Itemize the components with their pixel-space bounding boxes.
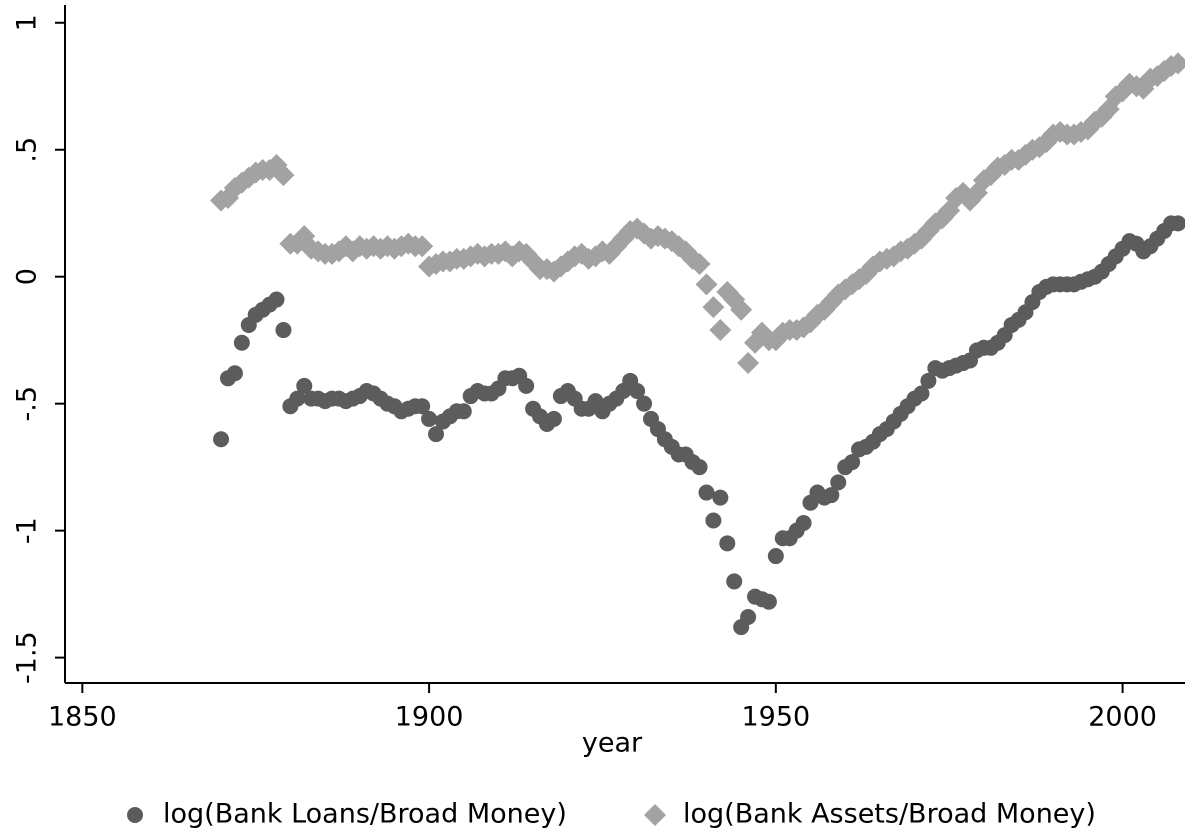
y-tick-label: -.5	[12, 386, 43, 422]
circle-marker	[455, 403, 472, 420]
diamond-marker	[702, 296, 725, 319]
diamond-marker	[1076, 118, 1099, 141]
circle-marker	[1170, 215, 1185, 232]
diamond-marker	[1153, 60, 1176, 83]
diamond-marker	[688, 253, 711, 276]
x-axis-label: year	[582, 728, 643, 759]
circle-marker	[719, 535, 736, 552]
diamond-marker	[730, 298, 753, 321]
y-tick-label: -1	[12, 517, 43, 544]
diamond-marker	[695, 273, 718, 296]
circle-marker	[726, 573, 743, 590]
circle-marker	[830, 474, 847, 491]
x-tick-label: 2000	[1088, 702, 1157, 733]
legend-label: log(Bank Loans/Broad Money)	[163, 799, 567, 830]
circle-marker	[767, 548, 784, 565]
circle-marker	[629, 382, 646, 399]
diamond-marker	[272, 164, 295, 187]
circle-marker	[636, 395, 653, 412]
y-tick-label: .5	[12, 137, 43, 163]
diamond-marker	[1167, 52, 1185, 75]
circle-marker	[823, 487, 840, 504]
circle-marker	[213, 431, 230, 448]
diamond-marker	[1007, 148, 1030, 171]
circle-marker	[289, 390, 306, 407]
diamond-marker	[556, 250, 579, 273]
circle-marker	[233, 334, 250, 351]
diamond-marker	[709, 319, 732, 342]
diamond-marker	[237, 166, 260, 189]
circle-marker	[920, 372, 937, 389]
circle-marker	[127, 807, 143, 823]
diamond-marker	[644, 804, 666, 826]
circle-marker	[698, 484, 715, 501]
circle-marker	[296, 377, 313, 394]
x-tick-label: 1850	[48, 702, 117, 733]
circle-marker	[712, 489, 729, 506]
circle-marker	[414, 398, 431, 415]
x-tick-label: 1950	[741, 702, 810, 733]
circle-marker	[518, 377, 535, 394]
circle-marker	[226, 365, 243, 382]
x-tick-label: 1900	[395, 702, 464, 733]
circle-marker	[691, 459, 708, 476]
diamond-marker	[515, 242, 538, 265]
y-tick-label: 1	[12, 14, 43, 31]
y-tick-label: -1.5	[12, 631, 43, 684]
circle-marker	[913, 385, 930, 402]
diamond-marker	[737, 352, 760, 375]
circle-marker	[275, 322, 292, 339]
circle-marker	[844, 454, 861, 471]
circle-marker	[740, 608, 757, 625]
legend-label: log(Bank Assets/Broad Money)	[683, 799, 1096, 830]
y-tick-label: 0	[12, 268, 43, 285]
diamond-marker	[570, 242, 593, 265]
circle-marker	[421, 410, 438, 427]
circle-marker	[428, 426, 445, 443]
circle-marker	[760, 593, 777, 610]
circle-marker	[795, 515, 812, 532]
circle-marker	[705, 512, 722, 529]
circle-marker	[545, 410, 562, 427]
circle-marker	[268, 291, 285, 308]
diamond-marker	[411, 235, 434, 258]
